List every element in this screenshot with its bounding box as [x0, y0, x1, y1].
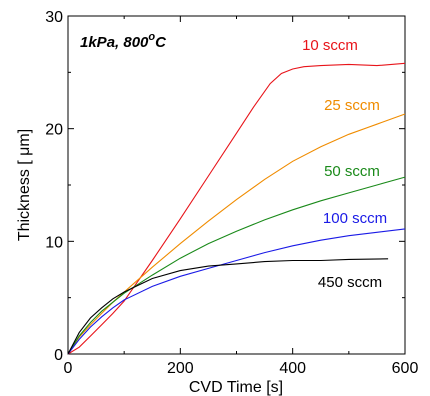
series-line — [67, 176, 406, 355]
y-tick-label: 0 — [54, 347, 63, 364]
x-tick-label: 400 — [279, 360, 306, 377]
x-tick-label: 0 — [64, 360, 73, 377]
series-line — [67, 258, 389, 355]
y-tick-label: 10 — [45, 234, 63, 251]
axis-ticks — [67, 15, 406, 355]
chart-title-suffix: C — [155, 34, 167, 51]
chart-title-superscript: o — [148, 31, 155, 43]
chart-title: 1kPa, 800oC — [80, 31, 167, 51]
series-line — [67, 113, 406, 355]
x-tick-label: 200 — [167, 360, 194, 377]
series-line — [67, 62, 406, 355]
x-tick-label: 600 — [392, 360, 419, 377]
tick-labels: 0 200 400 600 0 10 20 30 — [45, 9, 418, 377]
x-axis-label: CVD Time [s] — [189, 379, 283, 396]
series-line — [67, 228, 406, 355]
series-label: 10 sccm — [302, 37, 358, 54]
series-labels: 10 sccm 25 sccm 50 sccm 100 sccm 450 sccm — [302, 37, 387, 291]
plot-frame — [67, 15, 406, 355]
y-tick-label: 20 — [45, 122, 63, 139]
y-axis-label: Thickness [ μm] — [16, 129, 33, 241]
series-lines — [67, 62, 406, 355]
series-label: 50 sccm — [324, 163, 380, 180]
y-tick-label: 30 — [45, 9, 63, 26]
series-label: 450 sccm — [318, 274, 382, 291]
series-label: 100 sccm — [323, 210, 387, 227]
series-label: 25 sccm — [324, 97, 380, 114]
chart-title-main: 1kPa, 800 — [80, 34, 149, 51]
